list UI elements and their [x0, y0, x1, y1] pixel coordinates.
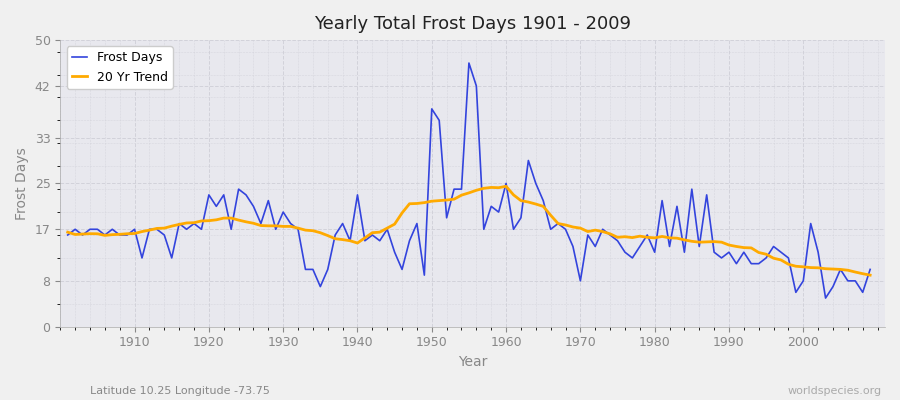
- Line: 20 Yr Trend: 20 Yr Trend: [68, 186, 870, 275]
- Legend: Frost Days, 20 Yr Trend: Frost Days, 20 Yr Trend: [67, 46, 173, 89]
- Frost Days: [122, 233, 132, 238]
- Frost Days: [500, 181, 511, 186]
- Frost Days: [508, 227, 519, 232]
- Frost Days: [464, 61, 474, 66]
- Frost Days: [820, 296, 831, 300]
- Text: Latitude 10.25 Longitude -73.75: Latitude 10.25 Longitude -73.75: [90, 386, 270, 396]
- Line: Frost Days: Frost Days: [68, 63, 870, 298]
- Frost Days: [285, 221, 296, 226]
- Title: Yearly Total Frost Days 1901 - 2009: Yearly Total Frost Days 1901 - 2009: [314, 15, 631, 33]
- 20 Yr Trend: [508, 192, 519, 197]
- 20 Yr Trend: [500, 184, 511, 189]
- Frost Days: [865, 267, 876, 272]
- 20 Yr Trend: [493, 185, 504, 190]
- 20 Yr Trend: [285, 224, 296, 229]
- Frost Days: [329, 233, 340, 238]
- 20 Yr Trend: [329, 236, 340, 241]
- Frost Days: [598, 227, 608, 232]
- Text: worldspecies.org: worldspecies.org: [788, 386, 882, 396]
- Y-axis label: Frost Days: Frost Days: [15, 147, 29, 220]
- 20 Yr Trend: [122, 231, 132, 236]
- X-axis label: Year: Year: [458, 355, 487, 369]
- 20 Yr Trend: [62, 230, 73, 234]
- Frost Days: [62, 233, 73, 238]
- 20 Yr Trend: [598, 229, 608, 234]
- 20 Yr Trend: [865, 273, 876, 278]
